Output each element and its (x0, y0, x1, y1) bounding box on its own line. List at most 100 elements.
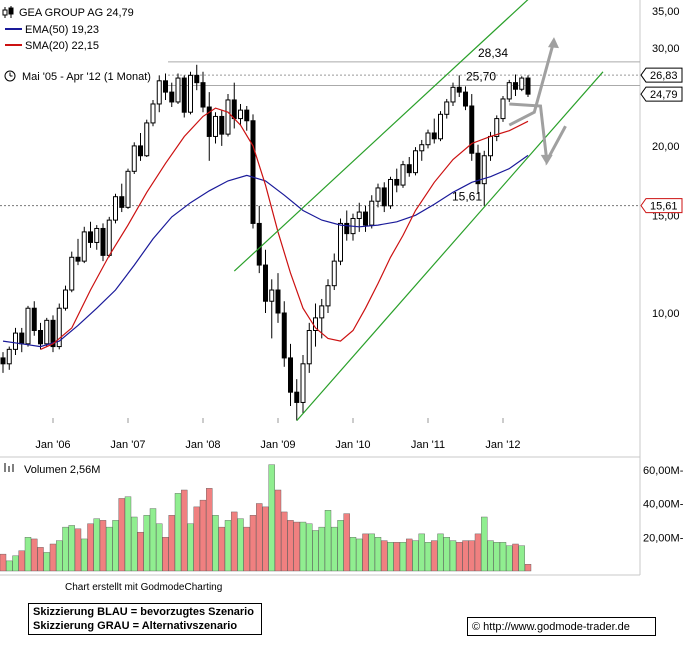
candle-body (525, 77, 531, 95)
candle-body (219, 115, 225, 135)
volume-bar (99, 520, 107, 572)
candle-body (338, 222, 343, 262)
scenario-legend: Skizzierung BLAU = bevorzugtes Szenario … (28, 603, 262, 635)
y-tick-label: 30,00 (652, 43, 680, 55)
volume-bar (137, 531, 144, 572)
candle-body (38, 329, 43, 345)
volume-bar (306, 523, 313, 572)
volume-bar (6, 560, 13, 572)
candle-body (131, 145, 137, 172)
volume-bar (462, 540, 469, 572)
copyright-icon: © (472, 621, 484, 633)
candle-body (163, 80, 168, 93)
volume-bar (331, 526, 338, 572)
volume-bar (512, 543, 519, 572)
candle-body (188, 74, 193, 113)
candle-body (363, 211, 368, 226)
volume-bar (93, 518, 100, 572)
y-tick-label: 15,00 (652, 210, 680, 222)
volume-bar (31, 538, 38, 572)
candle-body (375, 187, 381, 202)
volume-bar (381, 540, 388, 572)
candle-body (88, 231, 93, 243)
volume-bar (162, 537, 169, 572)
candle-body (225, 99, 231, 135)
candle-body (244, 109, 250, 122)
volume-bar (74, 528, 82, 572)
source-url[interactable]: http://www.godmode-trader.de (483, 621, 630, 633)
volume-bar (456, 542, 463, 572)
candle-body (400, 164, 406, 186)
volume-tick-label: 40,00M- (643, 499, 684, 511)
volume-bar (199, 499, 207, 572)
volume-bar (37, 547, 44, 572)
volume-bar (81, 538, 88, 572)
candle-body (425, 132, 431, 146)
level-label: 25,70 (466, 69, 496, 83)
candle-body (13, 332, 18, 350)
x-tick-label: Jan '06 (35, 439, 70, 451)
volume-bar (406, 538, 413, 572)
y-tick-label: 10,00 (652, 308, 680, 320)
ema50-line (2, 154, 529, 348)
volume-bar (337, 520, 344, 572)
volume-bar (243, 526, 250, 572)
volume-bar (437, 533, 444, 572)
volume-bar (343, 513, 350, 572)
price-marker-label: 26,83 (650, 70, 678, 82)
volume-bar (487, 540, 494, 572)
volume-bar (493, 542, 500, 572)
volume-bar (318, 526, 325, 572)
candle-body (494, 118, 500, 137)
volume-bar (324, 510, 332, 572)
candle-body (69, 256, 75, 291)
candle-body (519, 77, 525, 90)
candle-body (406, 164, 412, 174)
volume-bar (249, 515, 257, 572)
candle-body (194, 74, 200, 84)
volume-bar (412, 540, 419, 572)
volume-bar (149, 508, 157, 572)
volume-bar (399, 542, 407, 572)
volume-bar (43, 552, 50, 572)
candle-body (263, 264, 268, 302)
candle-body (0, 357, 6, 365)
source-link[interactable]: © http://www.godmode-trader.de (467, 617, 656, 636)
y-tick-label: 35,00 (652, 6, 680, 18)
volume-bar (506, 545, 513, 572)
candle-body (206, 106, 212, 137)
candle-body (463, 91, 468, 107)
candle-body (469, 105, 475, 154)
candle-body (250, 120, 256, 224)
candle-body (506, 82, 512, 100)
candle-body (369, 200, 375, 226)
price-marker (640, 67, 683, 83)
candle-body (394, 178, 400, 186)
volume-bar (443, 537, 450, 572)
scenario-down-arrowhead (540, 154, 553, 165)
volume-bar (274, 489, 282, 572)
candle-body (106, 219, 112, 256)
candle-body (213, 115, 218, 137)
candle-body (294, 391, 300, 403)
candle-body (144, 122, 150, 157)
candle-body (500, 98, 506, 120)
candle-body (100, 227, 106, 256)
volume-tick-label: 20,00M- (643, 532, 684, 544)
volume-bar (12, 555, 19, 572)
scenario-up-arrow (508, 43, 555, 127)
price-marker (640, 198, 683, 214)
volume-bar (281, 511, 288, 572)
level-label: 15,61 (452, 190, 482, 204)
volume-bar (218, 526, 225, 572)
volume-bar (68, 525, 75, 572)
candle-body (419, 144, 425, 152)
candle-body (31, 307, 37, 331)
price-marker-label: 15,61 (650, 201, 678, 213)
volume-bar (524, 564, 532, 572)
x-tick-label: Jan '08 (185, 439, 220, 451)
candle-body (444, 101, 450, 115)
candle-body (63, 289, 68, 309)
candle-body (44, 319, 50, 345)
